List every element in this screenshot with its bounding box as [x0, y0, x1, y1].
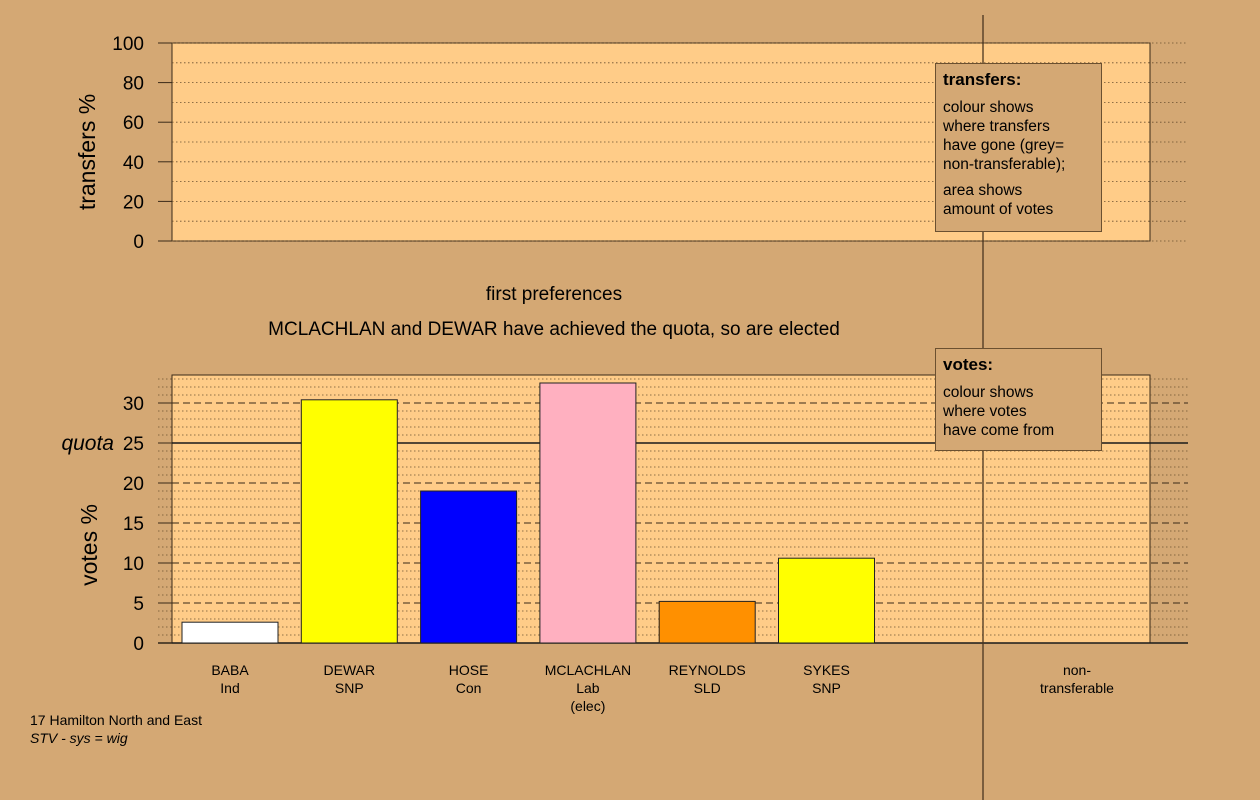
transfers-legend-title: transfers: [943, 70, 1022, 89]
transfers-legend-line: colour shows [943, 99, 1034, 116]
quota-label: quota [61, 432, 114, 455]
votes-tick-label: 15 [123, 514, 144, 535]
candidate-party: Con [455, 680, 482, 696]
votes-tick-label: 20 [123, 474, 144, 495]
transfers-tick-label: 40 [123, 153, 144, 174]
transfers-tick-label: 60 [123, 113, 144, 134]
candidate-party: Lab [576, 680, 600, 696]
transfers-legend-line: non-transferable); [943, 156, 1066, 173]
candidate-name: REYNOLDS [668, 662, 746, 678]
candidate-label: SYKES SNP [767, 661, 887, 697]
bar-sykes [778, 557, 875, 644]
candidate-label: HOSE Con [409, 661, 529, 697]
votes-legend-line: have come from [943, 422, 1055, 439]
candidate-party: SLD [693, 680, 721, 696]
bar-mclachlan [539, 382, 637, 644]
candidate-name: HOSE [448, 662, 489, 678]
votes-tick-label: 5 [133, 594, 144, 615]
candidate-name: MCLACHLAN [544, 662, 632, 678]
system-footnote: STV - sys = wig [30, 730, 128, 746]
candidate-name: BABA [211, 662, 249, 678]
candidate-party: SNP [334, 680, 364, 696]
non-transferable-text: transferable [1040, 680, 1114, 696]
votes-tick-label: 0 [133, 634, 144, 655]
candidate-label: DEWAR SNP [289, 661, 409, 697]
constituency-footnote: 17 Hamilton North and East [30, 712, 202, 728]
candidate-party: SNP [812, 680, 841, 696]
transfers-legend-line: amount of votes [943, 201, 1054, 218]
votes-legend-title: votes: [943, 355, 994, 374]
candidate-name: DEWAR [323, 662, 376, 678]
bar-hose [420, 490, 518, 644]
candidate-name: SYKES [803, 662, 850, 678]
transfers-legend-line: area shows [943, 182, 1023, 199]
bar-baba [181, 621, 279, 644]
chart-subtitle: MCLACHLAN and DEWAR have achieved the qu… [268, 319, 840, 340]
votes-legend-line: colour shows [943, 384, 1034, 401]
transfers-legend-line: have gone (grey= [943, 137, 1065, 154]
candidate-party: Ind [220, 680, 240, 696]
non-transferable-text: non- [1062, 662, 1092, 678]
bar-dewar [300, 399, 398, 644]
candidate-status: (elec) [570, 698, 606, 714]
votes-tick-label: 10 [123, 554, 144, 575]
votes-legend: votes: colour shows where votes have com… [935, 348, 1102, 451]
non-transferable-label: non-transferable [1017, 661, 1137, 697]
votes-tick-label: 25 [123, 434, 144, 455]
transfers-legend-line: where transfers [943, 118, 1050, 135]
transfers-legend: transfers: colour shows where transfers … [935, 63, 1102, 232]
transfers-axis-label: transfers % [74, 94, 100, 210]
transfers-tick-label: 20 [123, 192, 144, 213]
transfers-tick-label: 80 [123, 74, 144, 95]
votes-legend-line: where votes [943, 403, 1027, 420]
votes-tick-label: 30 [123, 394, 144, 415]
transfers-tick-label: 0 [133, 232, 144, 253]
candidate-label: REYNOLDS SLD [647, 661, 767, 697]
chart-title: first preferences [486, 284, 622, 305]
candidate-label: MCLACHLAN Lab (elec) [528, 661, 648, 715]
candidate-label: BABA Ind [170, 661, 290, 697]
transfers-tick-label: 100 [112, 34, 144, 55]
bar-reynolds [658, 600, 756, 644]
votes-axis-label: votes % [76, 504, 102, 586]
